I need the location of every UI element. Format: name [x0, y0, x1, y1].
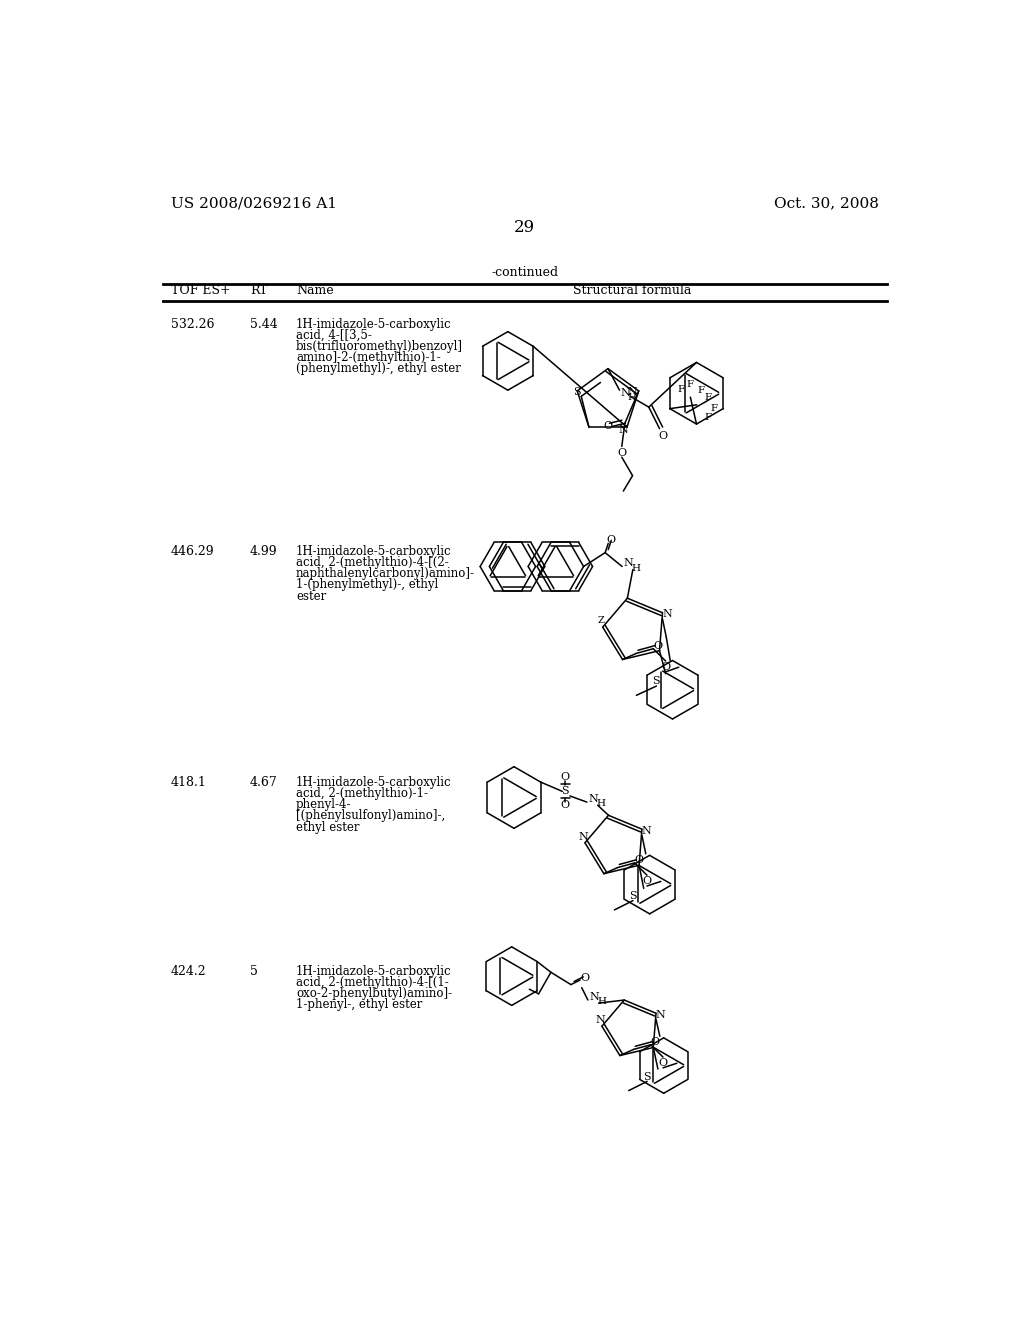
Text: N: N — [663, 610, 672, 619]
Text: amino]-2-(methylthio)-1-: amino]-2-(methylthio)-1- — [296, 351, 441, 364]
Text: 418.1: 418.1 — [171, 776, 207, 789]
Text: O: O — [653, 640, 663, 651]
Text: O: O — [603, 421, 612, 432]
Text: N: N — [620, 388, 630, 399]
Text: N: N — [589, 991, 599, 1002]
Text: S: S — [561, 787, 569, 796]
Text: Structural formula: Structural formula — [573, 284, 691, 297]
Text: bis(trifluoromethyl)benzoyl]: bis(trifluoromethyl)benzoyl] — [296, 341, 463, 354]
Text: 446.29: 446.29 — [171, 545, 214, 558]
Text: acid, 2-(methylthio)-4-[(2-: acid, 2-(methylthio)-4-[(2- — [296, 556, 449, 569]
Text: F: F — [705, 413, 712, 422]
Text: F: F — [711, 404, 718, 413]
Text: O: O — [642, 876, 651, 887]
Text: S: S — [573, 387, 582, 397]
Text: N: N — [588, 795, 598, 804]
Text: Oct. 30, 2008: Oct. 30, 2008 — [774, 197, 879, 210]
Text: N: N — [655, 1010, 666, 1020]
Text: O: O — [662, 663, 671, 672]
Text: acid, 4-[[3,5-: acid, 4-[[3,5- — [296, 329, 372, 342]
Text: 4.67: 4.67 — [250, 776, 278, 789]
Text: 1H-imidazole-5-carboxylic: 1H-imidazole-5-carboxylic — [296, 545, 452, 558]
Text: N: N — [642, 826, 651, 836]
Text: acid, 2-(methylthio)-1-: acid, 2-(methylthio)-1- — [296, 787, 428, 800]
Text: 532.26: 532.26 — [171, 318, 214, 331]
Text: [(phenylsulfonyl)amino]-,: [(phenylsulfonyl)amino]-, — [296, 809, 445, 822]
Text: O: O — [658, 432, 668, 441]
Text: O: O — [581, 973, 590, 983]
Text: N: N — [628, 388, 637, 397]
Text: -continued: -continued — [492, 265, 558, 279]
Text: H: H — [596, 799, 605, 808]
Text: O: O — [650, 1036, 659, 1047]
Text: S: S — [652, 676, 660, 686]
Text: N: N — [579, 832, 589, 842]
Text: (phenylmethyl)-, ethyl ester: (phenylmethyl)-, ethyl ester — [296, 363, 461, 375]
Text: O: O — [561, 800, 570, 810]
Text: O: O — [607, 536, 615, 545]
Text: TOF ES+: TOF ES+ — [171, 284, 230, 297]
Text: F: F — [678, 385, 685, 393]
Text: S: S — [629, 891, 637, 902]
Text: H: H — [597, 997, 606, 1006]
Text: F: F — [697, 387, 705, 396]
Text: US 2008/0269216 A1: US 2008/0269216 A1 — [171, 197, 337, 210]
Text: 4.99: 4.99 — [250, 545, 278, 558]
Text: N: N — [596, 1015, 605, 1026]
Text: N: N — [624, 558, 633, 569]
Text: 1H-imidazole-5-carboxylic: 1H-imidazole-5-carboxylic — [296, 776, 452, 789]
Text: oxo-2-phenylbutyl)amino]-: oxo-2-phenylbutyl)amino]- — [296, 987, 453, 1001]
Text: F: F — [687, 380, 694, 388]
Text: S: S — [643, 1072, 651, 1082]
Text: 424.2: 424.2 — [171, 965, 206, 978]
Text: 5.44: 5.44 — [250, 318, 278, 331]
Text: 1H-imidazole-5-carboxylic: 1H-imidazole-5-carboxylic — [296, 965, 452, 978]
Text: RT: RT — [250, 284, 267, 297]
Text: O: O — [635, 855, 644, 865]
Text: N: N — [618, 425, 628, 436]
Text: ester: ester — [296, 590, 327, 603]
Text: 5: 5 — [250, 965, 258, 978]
Text: 1-(phenylmethyl)-, ethyl: 1-(phenylmethyl)-, ethyl — [296, 578, 438, 591]
Text: F: F — [705, 392, 712, 401]
Text: acid, 2-(methylthio)-4-[(1-: acid, 2-(methylthio)-4-[(1- — [296, 975, 449, 989]
Text: ethyl ester: ethyl ester — [296, 821, 359, 834]
Text: H: H — [628, 393, 636, 403]
Text: H: H — [632, 564, 640, 573]
Text: O: O — [658, 1059, 668, 1068]
Text: O: O — [617, 447, 627, 458]
Text: 29: 29 — [514, 219, 536, 236]
Text: phenyl-4-: phenyl-4- — [296, 799, 351, 812]
Text: 1H-imidazole-5-carboxylic: 1H-imidazole-5-carboxylic — [296, 318, 452, 331]
Text: 1-phenyl-, ethyl ester: 1-phenyl-, ethyl ester — [296, 998, 423, 1011]
Text: O: O — [561, 772, 570, 783]
Text: naphthalenylcarbonyl)amino]-: naphthalenylcarbonyl)amino]- — [296, 568, 475, 581]
Text: Z: Z — [598, 616, 604, 626]
Text: Name: Name — [296, 284, 334, 297]
